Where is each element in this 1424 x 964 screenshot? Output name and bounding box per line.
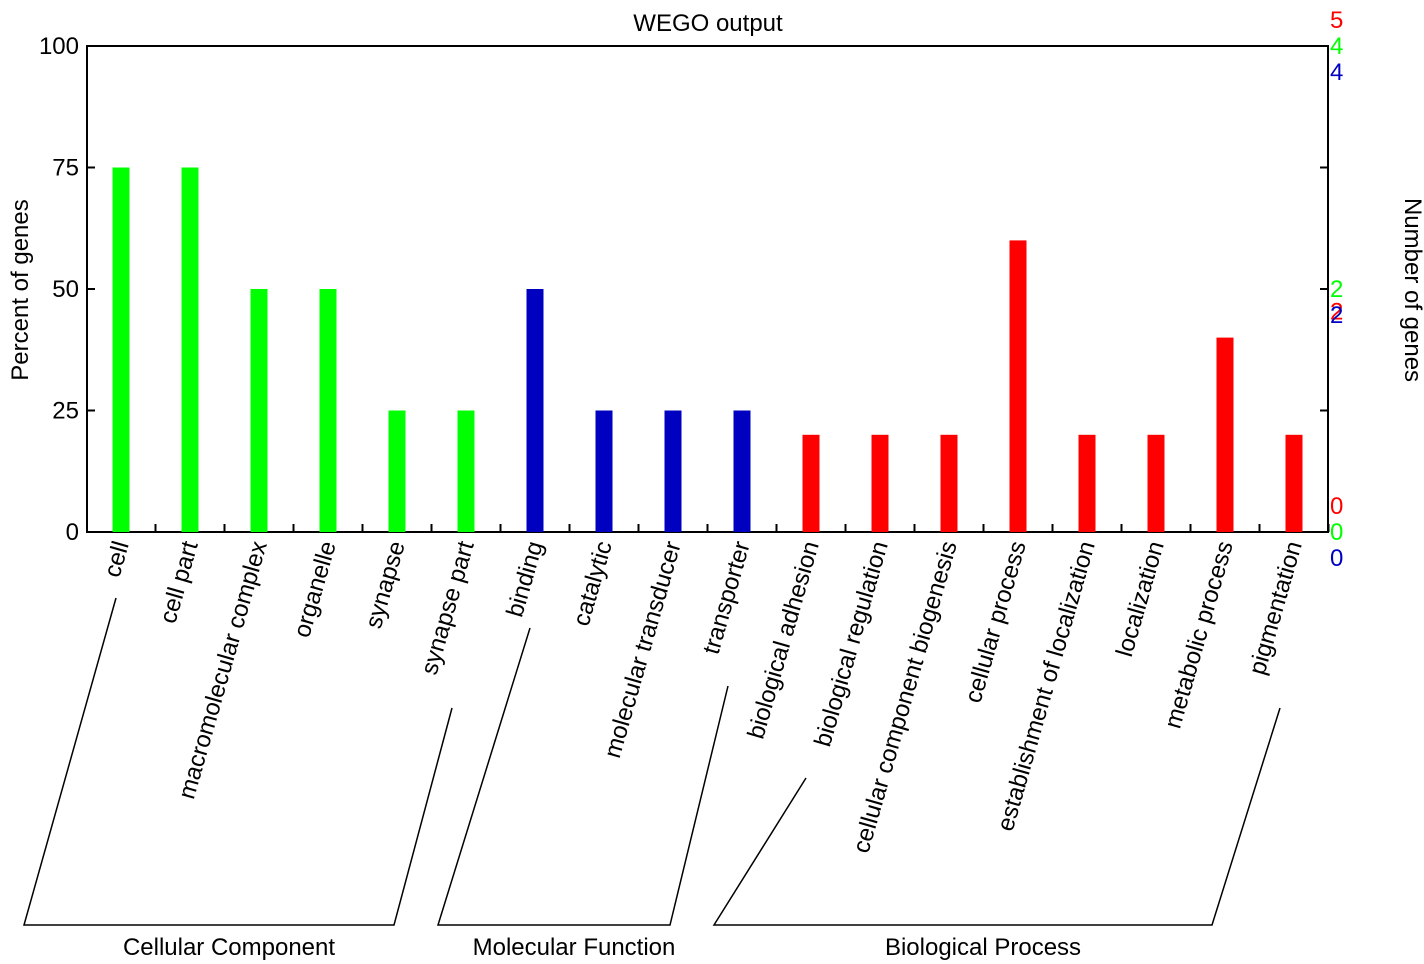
plot-frame bbox=[86, 45, 1329, 533]
bar bbox=[1216, 337, 1234, 532]
x-tick-label: binding bbox=[501, 538, 548, 620]
bar bbox=[733, 410, 751, 532]
y-axis-label: Percent of genes bbox=[7, 199, 34, 380]
x-tick-label: metabolic process bbox=[1159, 538, 1238, 731]
x-tick-label: biological adhesion bbox=[743, 538, 825, 742]
bar bbox=[595, 410, 613, 532]
y-tick-label: 75 bbox=[52, 155, 79, 182]
count-tick-label: 2 bbox=[1330, 276, 1343, 303]
x-tick-label: synapse bbox=[360, 538, 411, 631]
group-bracket bbox=[712, 707, 1281, 926]
x-tick-label: biological regulation bbox=[809, 538, 893, 749]
bar bbox=[457, 410, 475, 532]
x-tick-label: catalytic bbox=[568, 538, 618, 629]
x-tick-label: transporter bbox=[698, 538, 756, 657]
count-tick-label: 4 bbox=[1330, 59, 1343, 86]
y-tick-label: 0 bbox=[66, 519, 79, 546]
x-tick-label: localization bbox=[1111, 538, 1170, 660]
count-tick-label: 2 bbox=[1330, 299, 1343, 326]
count-tick-label: 4 bbox=[1330, 33, 1343, 60]
bar bbox=[802, 434, 820, 532]
group-label: Molecular Function bbox=[473, 934, 676, 961]
x-tick-label: organelle bbox=[289, 538, 342, 640]
y-tick-label: 100 bbox=[39, 33, 79, 60]
y2-axis-label: Number of genes bbox=[1399, 198, 1424, 382]
bar bbox=[1285, 434, 1303, 532]
group-label: Biological Process bbox=[885, 934, 1081, 961]
bar bbox=[250, 289, 268, 532]
count-tick-label: 5 bbox=[1330, 7, 1343, 34]
x-tick-label: pigmentation bbox=[1244, 538, 1308, 678]
count-tick-label: 0 bbox=[1330, 493, 1343, 520]
x-tick-label: molecular transducer bbox=[599, 538, 687, 761]
bar bbox=[526, 289, 544, 532]
bar bbox=[319, 289, 337, 532]
bar bbox=[1147, 434, 1165, 532]
bar bbox=[388, 410, 406, 532]
x-tick-label: cellular process bbox=[960, 538, 1032, 706]
group-label: Cellular Component bbox=[123, 934, 335, 961]
x-tick-label: cell bbox=[99, 538, 135, 580]
count-tick-label: 0 bbox=[1330, 545, 1343, 572]
bar bbox=[871, 434, 889, 532]
count-tick-label: 2 bbox=[1330, 302, 1343, 329]
bar bbox=[112, 167, 130, 532]
count-tick-label: 0 bbox=[1330, 519, 1343, 546]
chart-title: WEGO output bbox=[633, 10, 783, 37]
bar bbox=[181, 167, 199, 532]
bar bbox=[664, 410, 682, 532]
bar bbox=[940, 434, 958, 532]
group-bracket bbox=[436, 627, 729, 926]
x-tick-label: synapse part bbox=[416, 538, 480, 678]
bar bbox=[1078, 434, 1096, 532]
group-bracket bbox=[23, 597, 453, 926]
bar bbox=[1009, 240, 1027, 532]
x-tick-label: cell part bbox=[155, 538, 204, 627]
y-tick-label: 50 bbox=[52, 276, 79, 303]
y-tick-label: 25 bbox=[52, 398, 79, 425]
